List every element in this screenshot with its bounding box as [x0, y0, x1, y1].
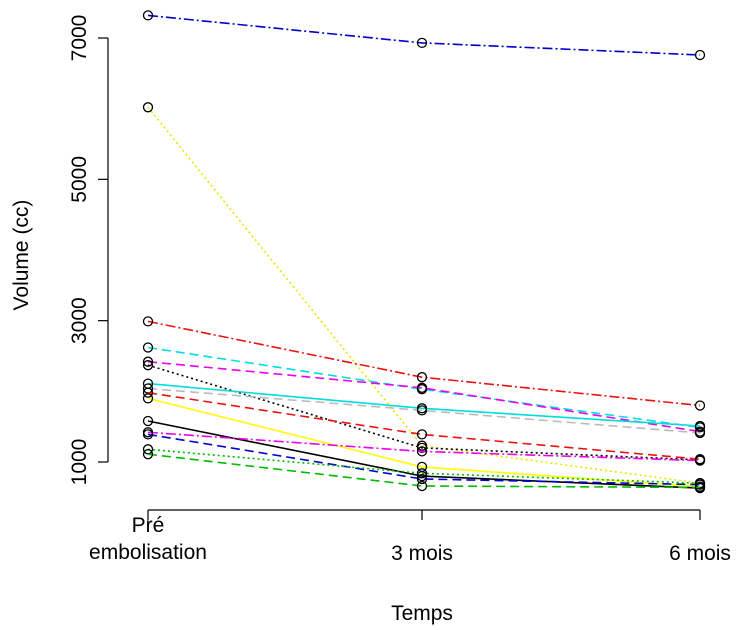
series-line	[147, 431, 701, 462]
data-point	[416, 470, 428, 482]
data-point	[142, 360, 154, 371]
series-line	[147, 448, 701, 484]
series-line	[147, 453, 701, 489]
data-point	[694, 455, 706, 466]
x-tick-label: 3 mois	[391, 542, 453, 565]
data-point	[416, 442, 428, 454]
series-5	[142, 356, 706, 437]
data-point	[416, 468, 428, 479]
series-7	[142, 378, 706, 432]
series-15	[142, 449, 706, 493]
data-point	[694, 420, 706, 432]
data-point	[416, 37, 428, 49]
data-point	[694, 427, 706, 439]
x-axis-label: Temps	[391, 602, 453, 625]
plot-area	[142, 10, 706, 494]
data-point	[416, 473, 428, 485]
data-point	[142, 449, 154, 460]
data-point	[142, 316, 154, 327]
data-point	[416, 446, 428, 457]
data-point	[416, 429, 428, 440]
series-line	[147, 364, 701, 461]
y-tick-label: 3000	[68, 297, 91, 344]
series-14	[142, 444, 706, 489]
x-tick-label: 6 mois	[669, 542, 731, 565]
x-axis: Pré embolisation 3 mois 6 mois	[89, 509, 731, 565]
series-line	[147, 433, 701, 486]
series-line	[147, 382, 701, 427]
series-12	[142, 427, 706, 466]
series-line	[147, 320, 701, 407]
data-point	[142, 387, 154, 398]
series-line	[147, 346, 701, 429]
y-tick-label: 1000	[68, 439, 91, 486]
data-point	[694, 482, 706, 493]
y-axis-label: Volume (cc)	[10, 200, 33, 311]
data-point	[694, 478, 706, 489]
series-line	[147, 387, 701, 434]
series-line	[147, 391, 701, 460]
x-tick-label: Pré embolisation	[89, 514, 207, 564]
series-line	[147, 360, 701, 433]
data-point	[416, 382, 428, 393]
data-point	[694, 400, 706, 411]
series-3	[142, 316, 706, 411]
y-tick-label: 7000	[68, 15, 91, 62]
data-point	[142, 415, 154, 427]
data-point	[142, 393, 154, 404]
series-1	[142, 10, 706, 61]
series-line	[147, 106, 701, 484]
data-point	[416, 405, 428, 416]
data-point	[142, 356, 154, 367]
data-point	[416, 372, 428, 383]
y-axis: 1000 3000 5000 7000	[68, 15, 109, 486]
data-point	[142, 429, 154, 440]
series-line	[147, 14, 701, 56]
data-point	[142, 10, 154, 21]
data-point	[142, 102, 154, 113]
data-point	[416, 480, 428, 492]
data-point	[694, 49, 706, 61]
data-point	[142, 342, 154, 353]
data-point	[142, 444, 154, 455]
y-tick-label: 5000	[68, 156, 91, 203]
